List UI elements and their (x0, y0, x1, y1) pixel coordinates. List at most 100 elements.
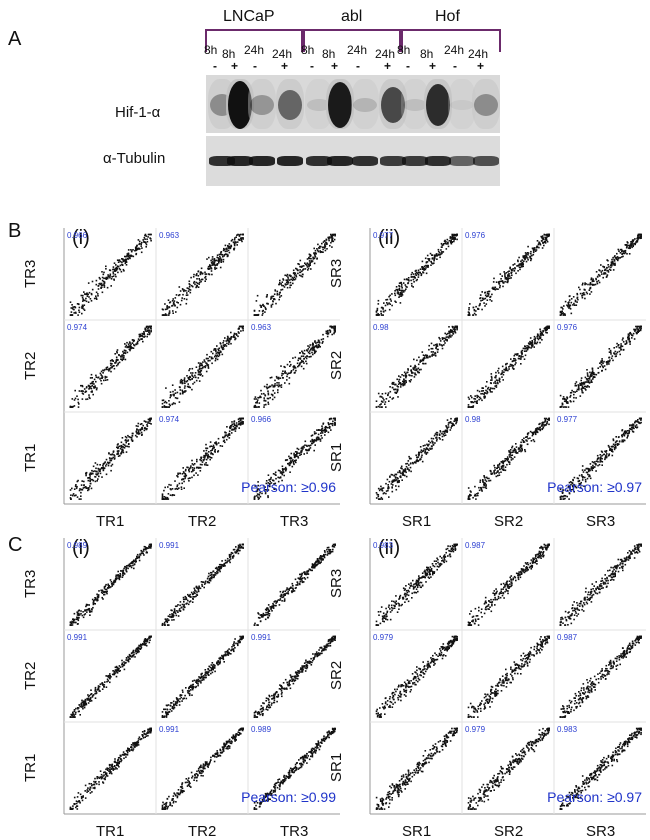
scatter-point (318, 245, 321, 248)
scatter-point (543, 241, 546, 243)
scatter-point (280, 386, 283, 388)
scatter-point (200, 363, 203, 365)
scatter-point (199, 467, 202, 469)
scatter-point (410, 279, 412, 282)
scatter-point (402, 470, 405, 472)
scatter-point (603, 360, 605, 363)
scatter-point (538, 241, 540, 244)
scatter-point (329, 325, 331, 328)
scatter-point (234, 424, 236, 427)
scatter-point (539, 332, 542, 334)
scatter-point (126, 253, 129, 255)
scatter-point (382, 311, 385, 313)
scatter-point (292, 278, 295, 280)
scatter-point (74, 494, 76, 497)
scatter-point (531, 434, 534, 437)
scatter-point (474, 398, 477, 400)
scatter-point (534, 433, 537, 436)
scatter-point (301, 361, 303, 363)
scatter-point (578, 474, 581, 477)
scatter-point (106, 286, 109, 289)
scatter-point (261, 310, 264, 312)
scatter-point (405, 285, 407, 288)
scatter-point (296, 452, 298, 455)
scatter-point (614, 445, 617, 448)
scatter-point (575, 384, 577, 387)
scatter-point (471, 406, 473, 408)
scatter-point (520, 264, 522, 266)
scatter-point (613, 258, 615, 261)
scatter-point (114, 362, 116, 364)
scatter-point (255, 401, 257, 404)
scatter-point (496, 470, 499, 472)
scatter-point (542, 330, 544, 332)
scatter-point (76, 614, 79, 616)
scatter-point (489, 295, 492, 298)
scatter-point (116, 259, 119, 261)
scatter-point (242, 325, 244, 328)
scatter-point (212, 264, 214, 266)
scatter-point (611, 263, 613, 265)
scatter-point (206, 452, 208, 455)
scatter-point (299, 269, 301, 271)
tubulin-band (425, 156, 451, 166)
scatter-point (242, 421, 244, 423)
scatter-point (454, 418, 456, 420)
scatter-point (449, 429, 452, 431)
scatter-point (513, 359, 515, 362)
scatter-point (398, 481, 400, 483)
scatter-point (430, 351, 433, 353)
scatter-point (379, 395, 382, 398)
scatter-point (405, 475, 408, 478)
scatter-point (586, 369, 588, 371)
scatter-point (112, 451, 115, 453)
scatter-point (264, 489, 266, 491)
scatter-point (597, 461, 599, 463)
scatter-point (205, 458, 208, 461)
scatter-point (599, 458, 602, 461)
scatter-point (612, 256, 614, 259)
scatter-point (331, 238, 333, 241)
scatter-point (445, 430, 448, 433)
scatter-point (334, 234, 336, 236)
scatter-point (502, 461, 505, 464)
scatter-point (417, 370, 419, 373)
scatter-point (303, 362, 305, 364)
scatter-point (227, 247, 230, 249)
scatter-point (95, 467, 97, 470)
scatter-point (164, 498, 167, 500)
scatter-point (405, 288, 407, 290)
scatter-point (415, 279, 418, 282)
scatter-point (513, 263, 516, 265)
scatter-point (214, 355, 216, 358)
scatter-point (229, 246, 232, 249)
scatter-point (495, 374, 497, 377)
scatter-point (429, 448, 432, 450)
scatter-point (85, 471, 88, 474)
scatter-point (419, 268, 422, 270)
scatter-point (104, 377, 107, 379)
scatter-point (419, 361, 421, 363)
scatter-point (410, 457, 412, 460)
scatter-point (512, 449, 514, 452)
b-i-pearson: Pearson: ≥0.96 (241, 479, 336, 495)
scatter-point (334, 418, 336, 420)
scatter-point (102, 280, 105, 283)
scatter-point (282, 278, 284, 280)
scatter-point (431, 254, 433, 256)
scatter-point (449, 241, 452, 244)
scatter-point (392, 397, 395, 399)
scatter-point (205, 462, 207, 464)
scatter-point (538, 426, 541, 429)
scatter-point (483, 484, 486, 487)
scatter-point (162, 399, 165, 401)
scatter-point (501, 370, 504, 372)
scatter-point (211, 362, 213, 365)
c-i-cell-1-3: 0.989 (67, 541, 152, 626)
scatter-point (228, 245, 231, 248)
scatter-point (286, 379, 288, 381)
scatter-point (502, 379, 504, 381)
scatter-point (240, 419, 242, 421)
scatter-point (537, 243, 540, 246)
lane-time-label: 8h (204, 43, 218, 57)
